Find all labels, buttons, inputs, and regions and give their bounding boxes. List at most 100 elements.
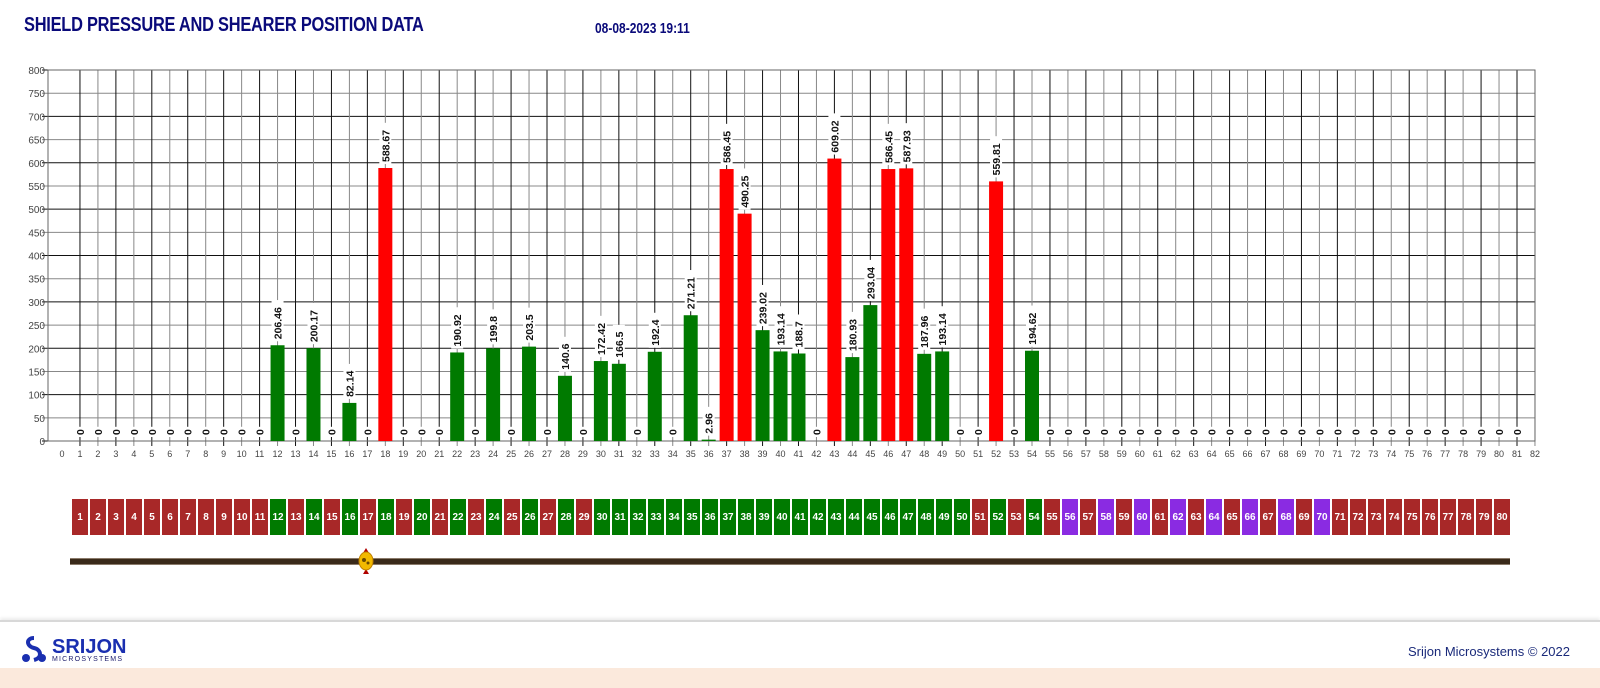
data-label-bg — [756, 284, 769, 327]
shield-40[interactable]: 40 — [774, 499, 790, 535]
shield-5[interactable]: 5 — [144, 499, 160, 535]
shield-74[interactable]: 74 — [1386, 499, 1402, 535]
bar-26 — [522, 346, 537, 441]
shield-1[interactable]: 1 — [72, 499, 88, 535]
shield-46[interactable]: 46 — [882, 499, 898, 535]
shield-63[interactable]: 63 — [1188, 499, 1204, 535]
shield-29[interactable]: 29 — [576, 499, 592, 535]
shield-58[interactable]: 58 — [1098, 499, 1114, 535]
data-label-bg — [1403, 426, 1416, 437]
shield-80[interactable]: 80 — [1494, 499, 1510, 535]
shield-70[interactable]: 70 — [1314, 499, 1330, 535]
shearer-track — [70, 558, 1510, 565]
x-tick-label: 81 — [1512, 449, 1522, 459]
shield-72[interactable]: 72 — [1350, 499, 1366, 535]
shield-56[interactable]: 56 — [1062, 499, 1078, 535]
shield-35[interactable]: 35 — [684, 499, 700, 535]
shield-52[interactable]: 52 — [990, 499, 1006, 535]
shield-23[interactable]: 23 — [468, 499, 484, 535]
shield-32[interactable]: 32 — [630, 499, 646, 535]
shield-49[interactable]: 49 — [936, 499, 952, 535]
shield-66[interactable]: 66 — [1242, 499, 1258, 535]
shield-53[interactable]: 53 — [1008, 499, 1024, 535]
shield-37[interactable]: 37 — [720, 499, 736, 535]
shield-10[interactable]: 10 — [234, 499, 250, 535]
shield-78[interactable]: 78 — [1458, 499, 1474, 535]
shield-54[interactable]: 54 — [1026, 499, 1042, 535]
bar-43 — [827, 158, 842, 441]
shield-4[interactable]: 4 — [126, 499, 142, 535]
shield-9[interactable]: 9 — [216, 499, 232, 535]
shield-71[interactable]: 71 — [1332, 499, 1348, 535]
shield-68[interactable]: 68 — [1278, 499, 1294, 535]
shield-11[interactable]: 11 — [252, 499, 268, 535]
data-label-66: 0 — [1243, 429, 1255, 435]
shield-79[interactable]: 79 — [1476, 499, 1492, 535]
data-label-64: 0 — [1207, 429, 1219, 435]
bar-37 — [719, 169, 734, 441]
shield-31[interactable]: 31 — [612, 499, 628, 535]
shield-45[interactable]: 45 — [864, 499, 880, 535]
shield-69[interactable]: 69 — [1296, 499, 1312, 535]
shield-22[interactable]: 22 — [450, 499, 466, 535]
shield-18[interactable]: 18 — [378, 499, 394, 535]
shield-41[interactable]: 41 — [792, 499, 808, 535]
data-label-bg — [1385, 426, 1398, 437]
shield-17[interactable]: 17 — [360, 499, 376, 535]
shield-26[interactable]: 26 — [522, 499, 538, 535]
shield-39[interactable]: 39 — [756, 499, 772, 535]
x-tick-label: 18 — [380, 449, 390, 459]
shield-57[interactable]: 57 — [1080, 499, 1096, 535]
shield-34[interactable]: 34 — [666, 499, 682, 535]
shield-7[interactable]: 7 — [180, 499, 196, 535]
shield-67[interactable]: 67 — [1260, 499, 1276, 535]
shield-20[interactable]: 20 — [414, 499, 430, 535]
shield-2[interactable]: 2 — [90, 499, 106, 535]
shield-50[interactable]: 50 — [954, 499, 970, 535]
data-label-45: 293.04 — [865, 267, 877, 299]
shield-21[interactable]: 21 — [432, 499, 448, 535]
shield-36[interactable]: 36 — [702, 499, 718, 535]
shield-13[interactable]: 13 — [288, 499, 304, 535]
shield-33[interactable]: 33 — [648, 499, 664, 535]
shield-6[interactable]: 6 — [162, 499, 178, 535]
shield-73[interactable]: 73 — [1368, 499, 1384, 535]
shield-25[interactable]: 25 — [504, 499, 520, 535]
shield-42[interactable]: 42 — [810, 499, 826, 535]
data-label-bg — [630, 426, 643, 437]
bar-22 — [450, 352, 465, 441]
shield-47[interactable]: 47 — [900, 499, 916, 535]
shield-60[interactable]: 60 — [1134, 499, 1150, 535]
shield-51[interactable]: 51 — [972, 499, 988, 535]
shield-14[interactable]: 14 — [306, 499, 322, 535]
shield-62[interactable]: 62 — [1170, 499, 1186, 535]
shield-15[interactable]: 15 — [324, 499, 340, 535]
shield-44[interactable]: 44 — [846, 499, 862, 535]
bar-52 — [989, 181, 1004, 441]
shield-27[interactable]: 27 — [540, 499, 556, 535]
data-label-48: 187.96 — [919, 316, 931, 348]
shield-76[interactable]: 76 — [1422, 499, 1438, 535]
shield-24[interactable]: 24 — [486, 499, 502, 535]
data-label-bg — [1241, 426, 1254, 437]
shield-19[interactable]: 19 — [396, 499, 412, 535]
shield-16[interactable]: 16 — [342, 499, 358, 535]
shield-65[interactable]: 65 — [1224, 499, 1240, 535]
y-tick-label: 800 — [28, 66, 45, 77]
data-label-38: 490.25 — [740, 175, 752, 207]
shield-61[interactable]: 61 — [1152, 499, 1168, 535]
copyright: Srijon Microsystems © 2022 — [1407, 644, 1570, 659]
shield-28[interactable]: 28 — [558, 499, 574, 535]
shield-43[interactable]: 43 — [828, 499, 844, 535]
shield-30[interactable]: 30 — [594, 499, 610, 535]
shield-48[interactable]: 48 — [918, 499, 934, 535]
shield-64[interactable]: 64 — [1206, 499, 1222, 535]
shield-3[interactable]: 3 — [108, 499, 124, 535]
shield-77[interactable]: 77 — [1440, 499, 1456, 535]
shield-12[interactable]: 12 — [270, 499, 286, 535]
shield-59[interactable]: 59 — [1116, 499, 1132, 535]
shield-55[interactable]: 55 — [1044, 499, 1060, 535]
shield-75[interactable]: 75 — [1404, 499, 1420, 535]
shield-8[interactable]: 8 — [198, 499, 214, 535]
shield-38[interactable]: 38 — [738, 499, 754, 535]
